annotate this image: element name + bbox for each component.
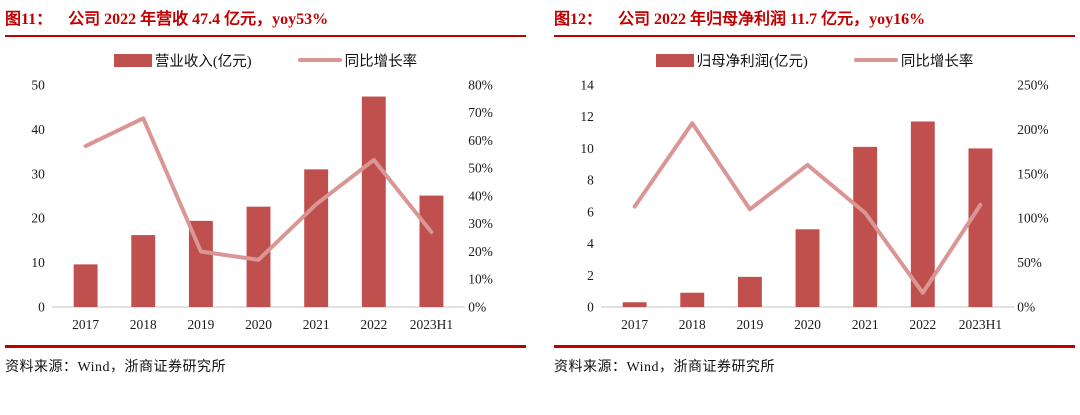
x-axis-label: 2020 [794, 317, 821, 332]
right-axis-tick-label: 70% [468, 105, 493, 120]
left-axis-tick-label: 10 [580, 141, 594, 156]
right-axis-tick-label: 20% [468, 244, 493, 259]
right-axis-tick-label: 0% [468, 300, 486, 315]
right-axis-tick-label: 60% [468, 133, 493, 148]
legend-line-label: 同比增长率 [344, 53, 418, 70]
right-axis-tick-label: 40% [468, 189, 493, 204]
right-axis-tick-label: 30% [468, 216, 493, 231]
x-axis-label: 2021 [303, 317, 330, 332]
left-axis-tick-label: 2 [587, 268, 594, 283]
chart-canvas-net-profit: 0 2 4 6 8 10 12 14 0% 50% 100% 150% 200% 250% 2017 2018… [580, 78, 1048, 333]
legend-item-line: 同比增长率 [853, 50, 974, 71]
x-axis-label: 2023H1 [410, 317, 453, 332]
chart-panel-revenue: 图11： 公司 2022 年营收 47.4 亿元，yoy53% 营业收入(亿元) … [5, 9, 526, 376]
legend: 归母净利润(亿元) 同比增长率 [554, 49, 1075, 71]
report-figures-row: 图11： 公司 2022 年营收 47.4 亿元，yoy53% 营业收入(亿元) … [5, 9, 1075, 376]
x-axis-label: 2022 [909, 317, 936, 332]
figure-number: 图11： [5, 11, 53, 28]
bar-2017 [622, 302, 647, 308]
bar-2021 [304, 169, 329, 308]
figure-number: 图12： [554, 11, 603, 28]
bar-swatch-icon [655, 53, 694, 67]
right-axis-tick-label: 80% [468, 78, 493, 93]
title-divider [5, 34, 526, 38]
right-axis-tick-label: 0% [1017, 300, 1035, 315]
bar-2018 [131, 235, 156, 308]
left-axis-tick-label: 10 [31, 255, 45, 270]
bar-2022 [910, 121, 935, 308]
left-axis-tick-label: 12 [580, 109, 593, 124]
legend: 营业收入(亿元) 同比增长率 [5, 49, 526, 71]
x-axis-label: 2017 [72, 317, 99, 332]
bar-2020 [795, 229, 820, 308]
x-axis-label: 2017 [621, 317, 648, 332]
legend-item-bar: 归母净利润(亿元) [655, 50, 808, 71]
left-axis-tick-label: 20 [31, 211, 45, 226]
left-axis-tick-label: 4 [587, 236, 594, 251]
left-axis-tick-label: 40 [31, 122, 45, 137]
bar-2023H1 [419, 195, 444, 308]
left-axis-tick-label: 14 [580, 78, 594, 93]
title-divider [554, 34, 1075, 38]
x-axis-label: 2019 [187, 317, 214, 332]
bar-2018 [680, 292, 705, 308]
left-axis-tick-label: 30 [31, 166, 45, 181]
right-axis-tick-label: 50% [1017, 255, 1042, 270]
left-axis-tick-label: 6 [587, 204, 594, 219]
growth-rate-line [632, 121, 983, 295]
right-axis-tick-label: 200% [1017, 122, 1048, 137]
figure-title: 图11： 公司 2022 年营收 47.4 亿元，yoy53% [5, 9, 526, 31]
right-axis-tick-label: 50% [468, 161, 493, 176]
left-axis-tick-label: 50 [31, 78, 45, 93]
bar-2021 [853, 146, 878, 308]
right-axis-tick-label: 250% [1017, 78, 1048, 93]
right-axis-tick-label: 10% [468, 272, 493, 287]
bar-2017 [73, 264, 98, 308]
line-swatch-icon [853, 58, 898, 63]
bar-2023H1 [968, 148, 993, 308]
bar-swatch-icon [113, 53, 152, 67]
left-axis-tick-label: 8 [587, 173, 594, 188]
x-axis-label: 2022 [360, 317, 387, 332]
source-divider [554, 345, 1075, 348]
bar-2019 [737, 276, 762, 308]
figure-title-text: 公司 2022 年营收 47.4 亿元，yoy53% [68, 11, 329, 28]
x-axis-label: 2020 [245, 317, 272, 332]
right-axis-tick-label: 100% [1017, 211, 1048, 226]
legend-line-label: 同比增长率 [900, 53, 974, 70]
legend-item-bar: 营业收入(亿元) [113, 50, 252, 71]
x-axis-label: 2018 [130, 317, 157, 332]
figure-title: 图12： 公司 2022 年归母净利润 11.7 亿元，yoy16% [554, 9, 1075, 31]
x-axis-label: 2021 [852, 317, 879, 332]
bar-2020 [246, 206, 271, 308]
source-divider [5, 345, 526, 348]
right-axis-tick-label: 150% [1017, 166, 1048, 181]
legend-item-line: 同比增长率 [297, 50, 418, 71]
x-axis-label: 2019 [736, 317, 763, 332]
bar-2022 [361, 96, 386, 308]
legend-bar-label: 营业收入(亿元) [154, 53, 252, 70]
source-note: 资料来源：Wind，浙商证券研究所 [5, 359, 227, 375]
growth-rate-line [83, 116, 434, 262]
chart-panel-net-profit: 图12： 公司 2022 年归母净利润 11.7 亿元，yoy16% 归母净利润(… [554, 9, 1075, 376]
chart-canvas-revenue: 0 10 20 30 40 50 0% 10% 20% 30% 40% 50% 60% 70% 80% 201… [31, 78, 493, 333]
left-axis-tick-label: 0 [587, 300, 594, 315]
source-note: 资料来源：Wind，浙商证券研究所 [554, 359, 776, 375]
legend-bar-label: 归母净利润(亿元) [696, 53, 808, 70]
x-axis-label: 2023H1 [959, 317, 1002, 332]
left-axis-tick-label: 0 [38, 300, 45, 315]
figure-title-text: 公司 2022 年归母净利润 11.7 亿元，yoy16% [618, 11, 926, 28]
x-axis-label: 2018 [679, 317, 706, 332]
line-swatch-icon [297, 58, 342, 63]
